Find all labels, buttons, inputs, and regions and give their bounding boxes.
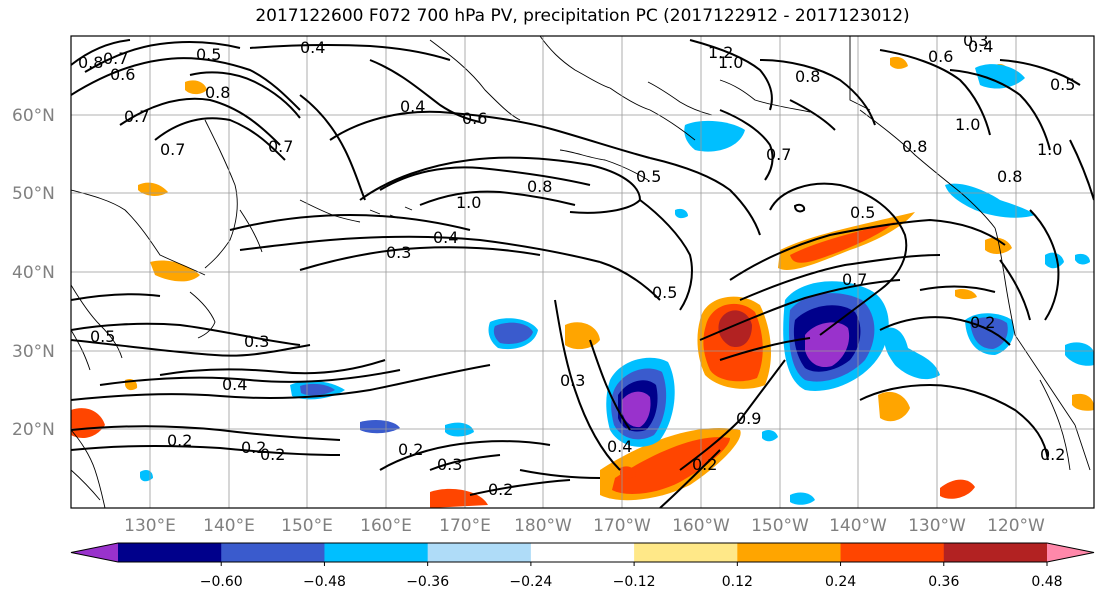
contour-label: 0.7 bbox=[103, 49, 128, 68]
contour-label: 0.4 bbox=[300, 38, 325, 57]
contour-label: 0.5 bbox=[196, 45, 221, 64]
contour-label: 0.8 bbox=[527, 177, 552, 196]
contour-label: 0.4 bbox=[433, 228, 458, 247]
lon-label: 160°W bbox=[672, 516, 730, 536]
contour-label: 0.5 bbox=[636, 167, 661, 186]
contour-label: 0.8 bbox=[205, 83, 230, 102]
contour-label: 0.6 bbox=[462, 109, 487, 128]
contour-label: 0.8 bbox=[795, 67, 820, 86]
lat-label: 60°N bbox=[12, 106, 55, 126]
colorbar-box bbox=[634, 543, 738, 562]
colorbar-extend-low bbox=[71, 543, 118, 562]
contour-label: 0.8 bbox=[78, 53, 103, 72]
colorbar-tick-label: −0.24 bbox=[509, 574, 552, 590]
precip-shading bbox=[71, 56, 1094, 508]
colorbar-box bbox=[530, 543, 635, 562]
lat-label: 20°N bbox=[12, 420, 55, 440]
contour-label: 0.2 bbox=[488, 480, 513, 499]
contour-label: 0.6 bbox=[928, 47, 953, 66]
lon-label: 130°W bbox=[908, 516, 966, 536]
lat-label: 50°N bbox=[12, 184, 55, 204]
contour-label: 1.0 bbox=[1037, 140, 1062, 159]
colorbar-box bbox=[324, 543, 429, 562]
colorbar-box bbox=[840, 543, 945, 562]
colorbar-outline bbox=[70, 542, 1095, 563]
lon-label: 170°W bbox=[593, 516, 651, 536]
contour-label: 0.3 bbox=[560, 371, 585, 390]
contour-label-group: 0.8 0.7 0.6 0.5 0.4 0.7 0.8 0.4 0.6 1.2 … bbox=[78, 31, 1075, 499]
longitude-labels: 130°E 140°E 150°E 160°E 170°E 180°W 170°… bbox=[124, 516, 1045, 536]
colorbar-box bbox=[118, 543, 222, 562]
pv-contours bbox=[71, 39, 1094, 508]
colorbar-box bbox=[427, 543, 532, 562]
colorbar: −0.60 −0.48 −0.36 −0.24 −0.12 0.12 0.24 0.36 0.4… bbox=[70, 542, 1095, 590]
contour-label: 0.7 bbox=[766, 145, 791, 164]
contour-label: 0.2 bbox=[692, 455, 717, 474]
lon-label: 180°W bbox=[514, 516, 572, 536]
colorbar-tick-label: −0.48 bbox=[303, 574, 346, 590]
contour-label: 0.7 bbox=[124, 107, 149, 126]
colorbar-tick-label: −0.36 bbox=[406, 574, 449, 590]
colorbar-extend-high bbox=[1047, 543, 1094, 562]
contour-label: 0.2 bbox=[241, 438, 266, 457]
colorbar-tick-label: 0.36 bbox=[928, 574, 959, 590]
contour-label: 0.3 bbox=[244, 332, 269, 351]
contour-label: 0.6 bbox=[110, 65, 135, 84]
contour-label: 0.3 bbox=[437, 455, 462, 474]
contour-label: 1.0 bbox=[718, 53, 743, 72]
lon-label: 150°W bbox=[751, 516, 809, 536]
contour-label: 1.0 bbox=[456, 193, 481, 212]
latitude-labels: 60°N 50°N 40°N 30°N 20°N bbox=[12, 106, 55, 440]
lon-label: 140°W bbox=[829, 516, 887, 536]
colorbar-box bbox=[943, 543, 1048, 562]
map-title: 2017122600 F072 700 hPa PV, precipitatio… bbox=[255, 6, 910, 26]
contour-label: 0.4 bbox=[968, 37, 993, 56]
contour-label: 0.7 bbox=[268, 137, 293, 156]
contour-label: 0.2 bbox=[970, 313, 995, 332]
lon-label: 150°E bbox=[281, 516, 333, 536]
lon-label: 170°E bbox=[439, 516, 491, 536]
contour-label: 0.4 bbox=[607, 437, 632, 456]
colorbar-tick-label: 0.24 bbox=[825, 574, 856, 590]
map-frame bbox=[70, 35, 1095, 509]
contour-label: 0.4 bbox=[400, 97, 425, 116]
lat-label: 40°N bbox=[12, 263, 55, 283]
contour-label: 0.5 bbox=[1050, 75, 1075, 94]
colorbar-tick-label: 0.48 bbox=[1031, 574, 1062, 590]
contour-label: 0.5 bbox=[652, 283, 677, 302]
contour-label: 0.5 bbox=[850, 203, 875, 222]
contour-label: 0.9 bbox=[736, 409, 761, 428]
contour-label: 0.7 bbox=[160, 140, 185, 159]
contour-label: 0.2 bbox=[167, 431, 192, 450]
lon-label: 130°E bbox=[124, 516, 176, 536]
colorbar-tick-label: 0.12 bbox=[722, 574, 753, 590]
graticule bbox=[71, 36, 1094, 508]
contour-label: 0.4 bbox=[222, 375, 247, 394]
colorbar-box bbox=[737, 543, 842, 562]
contour-label: 0.2 bbox=[398, 440, 423, 459]
contour-label: 0.3 bbox=[963, 31, 988, 50]
contour-label: 1.2 bbox=[708, 43, 733, 62]
colorbar-tick-label: −0.60 bbox=[200, 574, 243, 590]
contour-label: 0.8 bbox=[902, 137, 927, 156]
contour-label: 0.3 bbox=[386, 243, 411, 262]
contour-label: 0.7 bbox=[842, 270, 867, 289]
colorbar-box bbox=[221, 543, 325, 562]
lat-label: 30°N bbox=[12, 342, 55, 362]
contour-label: 0.8 bbox=[997, 167, 1022, 186]
colorbar-tick-label: −0.12 bbox=[613, 574, 656, 590]
contour-label: 0.2 bbox=[1040, 445, 1065, 464]
contour-label: 1.0 bbox=[955, 115, 980, 134]
contour-label: 0.5 bbox=[90, 327, 115, 346]
lon-label: 160°E bbox=[360, 516, 412, 536]
lon-label: 120°W bbox=[987, 516, 1045, 536]
lon-label: 140°E bbox=[203, 516, 255, 536]
coastlines bbox=[71, 36, 1091, 508]
contour-label: 0.2 bbox=[260, 445, 285, 464]
